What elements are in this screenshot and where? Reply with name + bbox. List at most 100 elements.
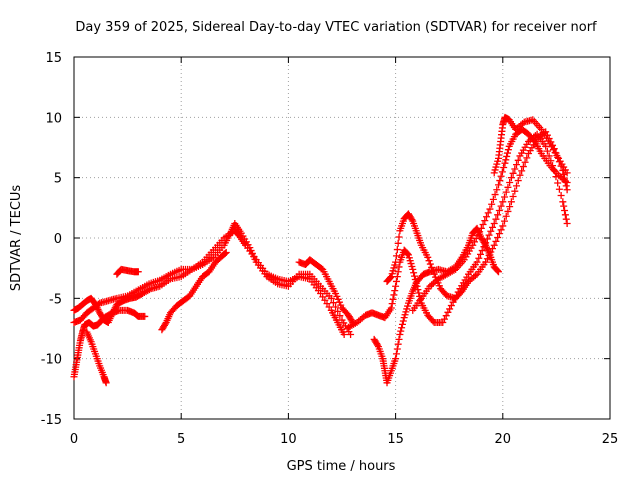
x-tick-label: 15 xyxy=(387,432,404,447)
data-point xyxy=(495,206,503,214)
data-point xyxy=(392,252,400,260)
series-s4 xyxy=(83,328,110,387)
grid xyxy=(74,57,610,419)
series-s9 xyxy=(370,224,503,387)
data-point xyxy=(499,222,507,230)
data-point xyxy=(398,324,406,332)
data-point xyxy=(392,350,400,358)
data-point xyxy=(398,320,406,328)
y-axis-label: SDTVAR / TECUs xyxy=(9,185,24,292)
data-point xyxy=(94,300,102,308)
data-point xyxy=(513,161,521,169)
data-point xyxy=(507,198,515,206)
data-point xyxy=(483,213,491,221)
x-tick-label: 10 xyxy=(280,432,297,447)
series-s7 xyxy=(295,256,357,326)
data-point xyxy=(221,249,229,257)
data-point xyxy=(485,231,493,239)
data-point xyxy=(395,335,403,343)
data-point xyxy=(495,181,503,189)
data-point xyxy=(502,212,510,220)
data-point xyxy=(509,169,517,177)
chart-title: Day 359 of 2025, Sidereal Day-to-day VTE… xyxy=(75,20,597,35)
data-point xyxy=(392,282,400,290)
data-point xyxy=(491,191,499,199)
data-point xyxy=(545,152,553,160)
y-tick-label: -5 xyxy=(49,292,62,307)
data-point xyxy=(442,312,450,320)
data-point xyxy=(511,165,519,173)
data-point xyxy=(478,247,486,255)
series-s10 xyxy=(383,128,571,302)
data-point xyxy=(347,331,355,339)
data-point xyxy=(543,147,551,155)
series-s6 xyxy=(158,248,230,334)
data-point xyxy=(497,226,505,234)
data-point xyxy=(424,253,432,261)
series-s3 xyxy=(70,220,355,339)
data-point xyxy=(530,136,538,144)
data-point xyxy=(489,223,497,231)
data-point xyxy=(500,164,508,172)
data-point xyxy=(439,318,447,326)
data-point xyxy=(509,192,517,200)
data-point xyxy=(397,327,405,335)
x-tick-label: 5 xyxy=(177,432,185,447)
data-point xyxy=(504,149,512,157)
data-point xyxy=(563,169,571,177)
data-point xyxy=(334,307,342,315)
data-point xyxy=(504,183,512,191)
data-point xyxy=(389,295,397,303)
data-point xyxy=(477,224,485,232)
data-point xyxy=(562,215,570,223)
data-point xyxy=(501,193,509,201)
data-point xyxy=(490,220,498,228)
data-point xyxy=(492,237,500,245)
data-point xyxy=(391,287,399,295)
data-point xyxy=(518,167,526,175)
data-point xyxy=(495,230,503,238)
data-point xyxy=(409,265,417,273)
data-point xyxy=(487,227,495,235)
data-point xyxy=(523,154,531,162)
data-point xyxy=(444,308,452,316)
data-point xyxy=(519,163,527,171)
x-tick-label: 20 xyxy=(495,432,512,447)
data-point xyxy=(428,263,436,271)
data-point xyxy=(486,205,494,213)
data-point xyxy=(393,345,401,353)
data-point xyxy=(395,263,403,271)
data-point xyxy=(542,142,550,150)
data-point xyxy=(387,304,395,312)
data-point xyxy=(447,302,455,310)
axis-ticks: 0 5 10 15 20 25 -15 -10 -5 0 5 10 15 xyxy=(41,51,619,447)
data-point xyxy=(555,185,563,193)
data-point xyxy=(141,312,149,320)
data-point xyxy=(504,146,512,154)
data-point xyxy=(388,300,396,308)
data-point xyxy=(393,273,401,281)
data-point xyxy=(425,257,433,265)
y-tick-label: 10 xyxy=(45,111,62,126)
series-s11 xyxy=(409,125,571,314)
data-point xyxy=(502,156,510,164)
data-point xyxy=(490,241,498,249)
data-point xyxy=(489,195,497,203)
data-point xyxy=(102,379,110,387)
data-point xyxy=(502,188,510,196)
data-point xyxy=(514,156,522,164)
data-point xyxy=(386,274,394,282)
data-point xyxy=(506,203,514,211)
data-point xyxy=(561,206,569,214)
data-point xyxy=(563,220,571,228)
data-point xyxy=(477,250,485,258)
y-tick-label: 15 xyxy=(45,51,62,66)
y-tick-label: 5 xyxy=(54,172,62,187)
data-point xyxy=(336,312,344,320)
series-s2 xyxy=(70,227,348,339)
data-point xyxy=(507,174,515,182)
data-point xyxy=(440,315,448,323)
data-point xyxy=(392,258,400,266)
data-point xyxy=(496,177,504,185)
data-point xyxy=(554,179,562,187)
